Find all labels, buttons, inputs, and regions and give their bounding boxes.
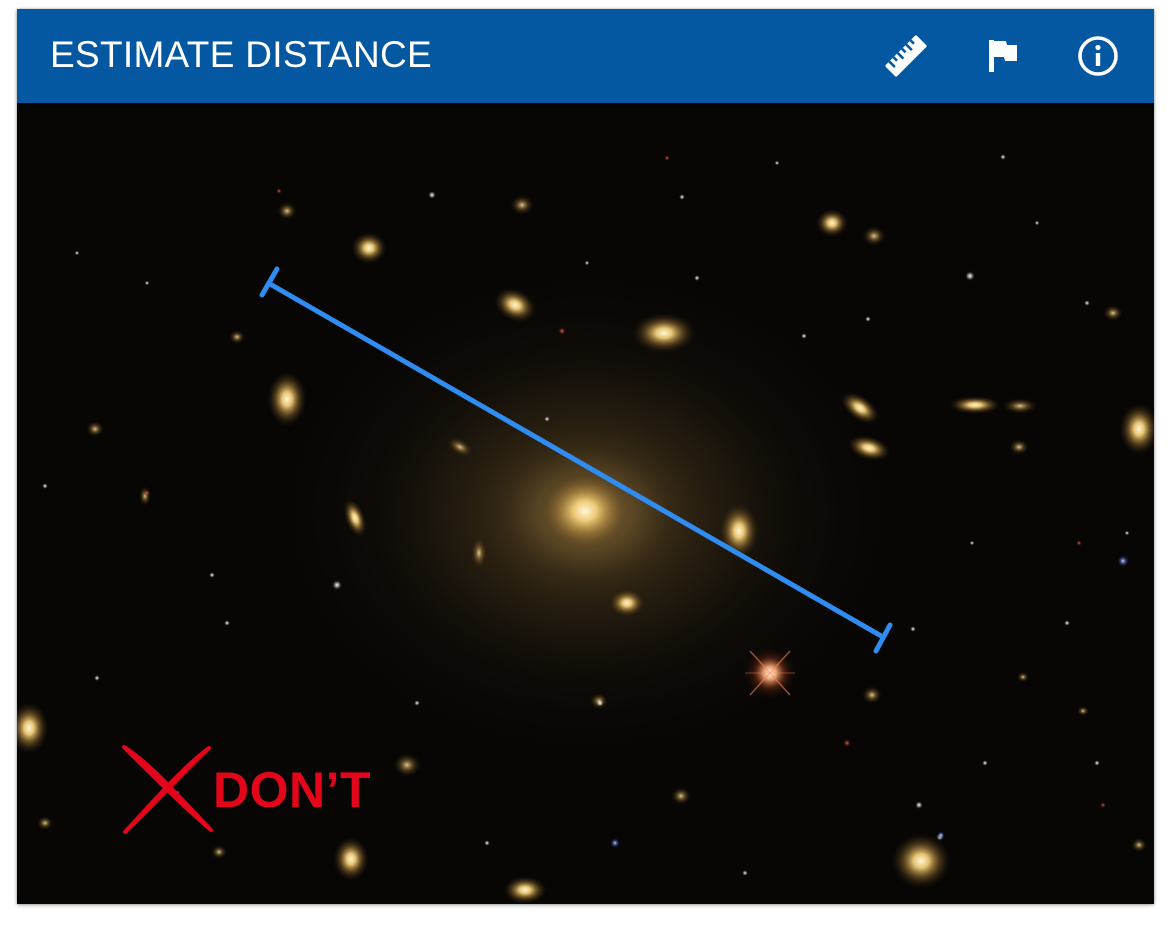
distance-measure-line[interactable]: [259, 266, 893, 654]
dont-text: DON’T: [213, 762, 372, 818]
flag-icon: [989, 40, 1017, 72]
classifier-card: ESTIMATE DISTANCE: [17, 9, 1154, 904]
flag-tool-button[interactable]: [978, 31, 1028, 81]
cross-icon: [122, 745, 213, 834]
ruler-icon: [885, 35, 927, 77]
info-tool-button[interactable]: [1073, 31, 1123, 81]
task-title: ESTIMATE DISTANCE: [50, 34, 432, 75]
task-header: ESTIMATE DISTANCE: [17, 9, 1154, 103]
dont-example-label: DON’T: [121, 744, 401, 836]
galaxy-cluster-image[interactable]: [17, 103, 1154, 904]
ruler-tool-button[interactable]: [881, 31, 931, 81]
info-icon: [1078, 36, 1118, 76]
